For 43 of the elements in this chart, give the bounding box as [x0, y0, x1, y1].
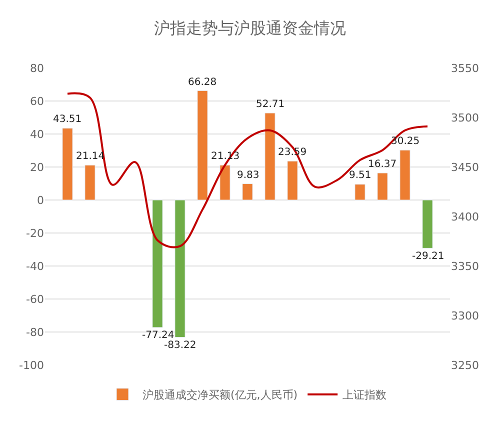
y-tick-label: -40: [26, 260, 44, 273]
bar: [174, 200, 186, 338]
y-tick-label: 60: [30, 94, 44, 108]
bar: [220, 164, 230, 200]
y-tick-label: 20: [30, 160, 44, 174]
data-label: 9.83: [237, 170, 260, 181]
data-label: 16.37: [368, 159, 397, 170]
y2-tick-label: 3550: [451, 62, 479, 75]
bar: [242, 184, 253, 200]
bar: [400, 150, 410, 200]
data-label: -29.21: [412, 251, 444, 262]
bar: [377, 172, 388, 200]
bar: [84, 164, 96, 200]
data-label: 66.28: [188, 77, 217, 88]
y-tick-label: 40: [30, 128, 44, 141]
bar: [422, 200, 433, 248]
data-label: 52.71: [256, 99, 285, 110]
data-label: -77.24: [142, 330, 174, 341]
y-tick-label: 80: [30, 62, 44, 75]
y-tick-label: -100: [19, 358, 44, 372]
y-tick-label: 0: [37, 194, 44, 207]
y2-tick-label: 3450: [451, 160, 479, 174]
bar: [197, 90, 208, 200]
bar: [152, 200, 163, 328]
data-label: 43.51: [53, 114, 82, 125]
legend-label: 沪股通成交净买额(亿元,人民币): [142, 388, 298, 402]
data-label: -83.22: [164, 340, 196, 351]
chart-title: 沪指走势与沪股通资金情况: [154, 18, 346, 38]
bar: [62, 128, 73, 200]
y2-tick-label: 3500: [451, 111, 479, 124]
bar: [354, 184, 366, 200]
y2-tick-label: 3350: [451, 260, 479, 273]
y2-tick-label: 3300: [451, 309, 479, 322]
data-label: 30.25: [391, 136, 420, 147]
bar: [264, 112, 276, 200]
legend-label: 上证指数: [342, 388, 387, 402]
y2-tick-label: 3400: [451, 210, 479, 224]
bar: [287, 160, 298, 200]
y-tick-label: -80: [26, 326, 44, 339]
y-tick-label: -20: [26, 226, 44, 240]
y-tick-label: -60: [26, 292, 44, 306]
y2-tick-label: 3250: [451, 358, 479, 372]
data-label: 9.51: [349, 170, 372, 181]
